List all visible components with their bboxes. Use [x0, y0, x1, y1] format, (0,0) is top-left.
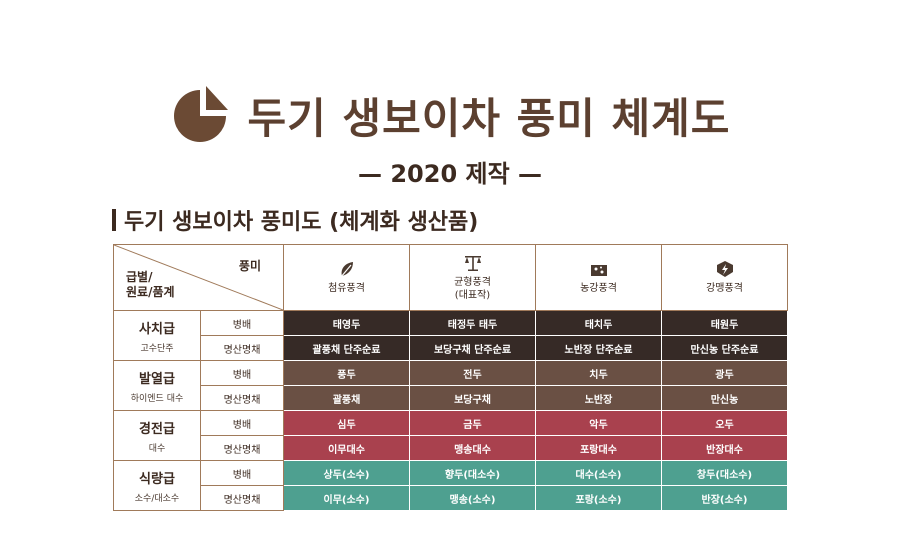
value-cell: 반장대수: [661, 435, 788, 461]
type-cell: 명산명채: [200, 435, 284, 461]
value-cell: 만신농: [661, 385, 788, 411]
value-cell: 맹송대수: [409, 435, 536, 461]
value-cell: 태영두: [283, 310, 410, 336]
value-cell: 보당구채: [409, 385, 536, 411]
value-cell: 전두: [409, 360, 536, 386]
table-row: 사치급 고수단주 병배 태영두 태정두 태두 태치두 태원두: [113, 310, 788, 361]
grade-cell: 식량급 소수/대소수: [113, 460, 201, 511]
bolt-shield-icon: [716, 261, 733, 277]
value-cell: 괄풍채 단주순료: [283, 335, 410, 361]
type-cell: 병배: [200, 460, 284, 486]
flavor-header: 농강풍격: [535, 244, 662, 311]
value-cell: 태정두 태두: [409, 310, 536, 336]
flavor-header: 첨유풍격: [283, 244, 410, 311]
value-cell: 풍두: [283, 360, 410, 386]
table-row: 경전급 대수 병배 심두 금두 악두 오두: [113, 410, 788, 461]
table-row: 명산명채 괄풍채 보당구채 노반장 만신농: [114, 385, 788, 411]
value-cell: 치두: [535, 360, 662, 386]
scale-icon: [464, 255, 481, 271]
value-cell: 창두(대소수): [661, 460, 788, 486]
value-cell: 만신농 단주순료: [661, 335, 788, 361]
value-cell: 노반장 단주순료: [535, 335, 662, 361]
table-row: 발열급 하이엔드 대수 병배 풍두 전두 치두 광두: [113, 360, 788, 411]
table-header-row: 풍미 급별/ 원료/품계 첨유풍격 균형풍격 (대표작) 농강풍격 강맹풍격: [113, 244, 788, 311]
corner-label-flavor: 풍미: [238, 259, 261, 273]
section-title: 두기 생보이차 풍미도 (체계화 생산품): [112, 204, 478, 236]
value-cell: 이무대수: [283, 435, 410, 461]
pie-chart-icon: [173, 86, 228, 142]
flavor-table: 풍미 급별/ 원료/품계 첨유풍격 균형풍격 (대표작) 농강풍격 강맹풍격 사…: [113, 244, 788, 511]
value-cell: 포랑대수: [535, 435, 662, 461]
table-row: 식량급 소수/대소수 병배 상두(소수) 향두(대소수) 대수(소수) 창두(대…: [113, 460, 788, 511]
value-cell: 광두: [661, 360, 788, 386]
value-cell: 향두(대소수): [409, 460, 536, 486]
value-cell: 대수(소수): [535, 460, 662, 486]
title-area: 두기 생보이차 풍미 체계도: [0, 84, 900, 146]
value-cell: 포랑(소수): [535, 485, 662, 511]
cheese-icon: [590, 265, 607, 276]
grade-cell: 경전급 대수: [113, 410, 201, 461]
value-cell: 악두: [535, 410, 662, 436]
type-cell: 병배: [200, 360, 284, 386]
type-cell: 명산명채: [200, 485, 284, 511]
corner-cell: 풍미 급별/ 원료/품계: [113, 244, 284, 311]
grade-cell: 발열급 하이엔드 대수: [113, 360, 201, 411]
type-cell: 명산명채: [200, 385, 284, 411]
value-cell: 괄풍채: [283, 385, 410, 411]
value-cell: 이무(소수): [283, 485, 410, 511]
table-row: 명산명채 괄풍채 단주순료 보당구채 단주순료 노반장 단주순료 만신농 단주순…: [114, 335, 788, 361]
corner-label-grade: 급별/ 원료/품계: [126, 270, 175, 299]
section-title-text: 두기 생보이차 풍미도 (체계화 생산품): [124, 210, 479, 235]
grade-cell: 사치급 고수단주: [113, 310, 201, 361]
page-subtitle: — 2020 제작 —: [357, 160, 543, 188]
value-cell: 태치두: [535, 310, 662, 336]
type-cell: 병배: [200, 310, 284, 336]
value-cell: 심두: [283, 410, 410, 436]
value-cell: 맹송(소수): [409, 485, 536, 511]
type-cell: 병배: [200, 410, 284, 436]
value-cell: 노반장: [535, 385, 662, 411]
table-row: 명산명채 이무대수 맹송대수 포랑대수 반장대수: [114, 435, 788, 461]
page-title: 두기 생보이차 풍미 체계도: [247, 93, 731, 143]
value-cell: 보당구채 단주순료: [409, 335, 536, 361]
value-cell: 금두: [409, 410, 536, 436]
flavor-header: 강맹풍격: [661, 244, 788, 311]
flavor-header: 균형풍격 (대표작): [409, 244, 536, 311]
value-cell: 오두: [661, 410, 788, 436]
value-cell: 태원두: [661, 310, 788, 336]
value-cell: 반장(소수): [661, 485, 788, 511]
table-row: 명산명채 이무(소수) 맹송(소수) 포랑(소수) 반장(소수): [114, 485, 788, 511]
type-cell: 명산명채: [200, 335, 284, 361]
value-cell: 상두(소수): [283, 460, 410, 486]
leaf-icon: [340, 262, 353, 278]
section-bar: [112, 209, 116, 231]
